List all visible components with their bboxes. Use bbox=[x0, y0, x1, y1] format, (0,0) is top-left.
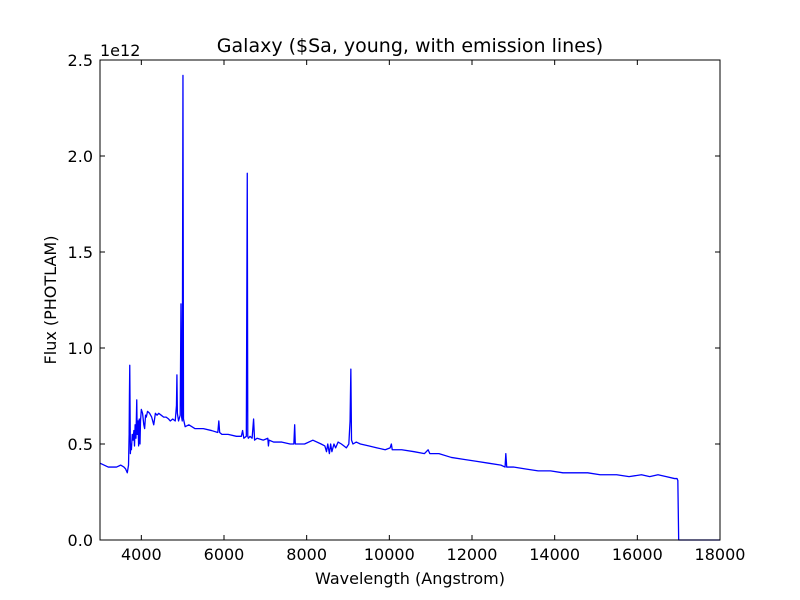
x-tick-label: 10000 bbox=[364, 545, 415, 564]
axes-frame bbox=[99, 59, 721, 541]
x-tick-label: 18000 bbox=[695, 545, 746, 564]
x-tick-label: 4000 bbox=[121, 545, 162, 564]
x-axis-label: Wavelength (Angstrom) bbox=[315, 569, 505, 588]
x-tick-label: 8000 bbox=[286, 545, 327, 564]
x-tick-label: 14000 bbox=[529, 545, 580, 564]
x-tick-label: 12000 bbox=[447, 545, 498, 564]
y-tick-label: 0.5 bbox=[68, 435, 93, 454]
y-tick-label: 1.5 bbox=[68, 243, 93, 262]
plot-area bbox=[99, 59, 721, 541]
y-tick-label: 2.5 bbox=[68, 51, 93, 70]
x-axis-ticks: 4000 6000 8000 10000 12000 14000 16000 18000 bbox=[121, 60, 745, 564]
y-axis-offset-label: 1e12 bbox=[100, 41, 140, 60]
y-tick-label: 1.0 bbox=[68, 339, 93, 358]
x-tick-label: 6000 bbox=[204, 545, 245, 564]
y-axis-ticks: 0.0 0.5 1.0 1.5 2.0 2.5 bbox=[68, 51, 720, 550]
y-tick-label: 0.0 bbox=[68, 531, 93, 550]
y-tick-label: 2.0 bbox=[68, 147, 93, 166]
x-tick-label: 16000 bbox=[612, 545, 663, 564]
y-axis-label: Flux (PHOTLAM) bbox=[41, 236, 60, 365]
spectrum-line-0 bbox=[99, 74, 720, 541]
chart-title: Galaxy ($Sa, young, with emission lines) bbox=[217, 35, 603, 57]
